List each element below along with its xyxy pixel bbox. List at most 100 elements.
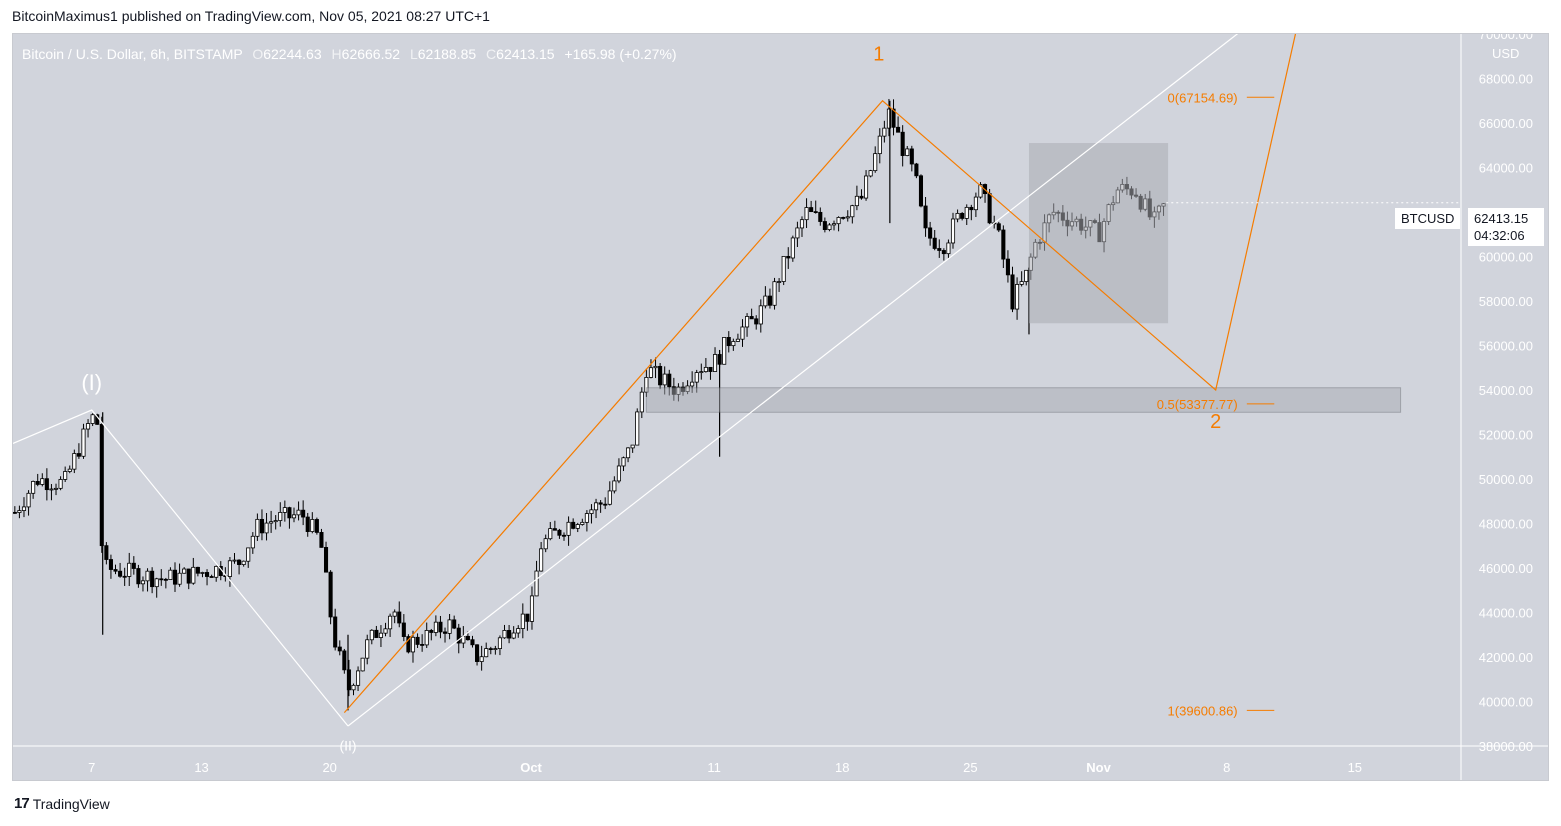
currency-label: USD (1492, 46, 1520, 61)
candle-body (891, 108, 896, 128)
candle-body (740, 326, 745, 340)
candle-body (731, 341, 736, 347)
candle-body (378, 632, 383, 638)
y-tick-label: 52000.00 (1479, 428, 1533, 443)
y-tick-label: 40000.00 (1479, 695, 1533, 710)
candle-body (946, 242, 951, 255)
candle-body (86, 423, 91, 430)
candle-body (278, 512, 283, 521)
x-tick-label: 15 (1348, 760, 1362, 775)
candle-body (809, 207, 814, 213)
candle-body (799, 219, 805, 229)
candle-body (923, 205, 928, 229)
candle-body (337, 646, 342, 652)
candle-body (905, 148, 910, 156)
candle-body (323, 547, 329, 573)
candle-body (580, 521, 585, 525)
candle-body (978, 184, 983, 198)
candle-body (1015, 284, 1020, 310)
candle-body (122, 575, 127, 578)
wave-label-2: 2 (1210, 411, 1221, 433)
candle-body (356, 670, 361, 686)
candle-body (172, 569, 178, 585)
candle-body (626, 447, 631, 459)
candle-body (914, 163, 919, 177)
candle-body (424, 630, 429, 646)
candle-body (31, 481, 36, 494)
wave-label-I: (I) (81, 370, 102, 395)
y-tick-label: 50000.00 (1479, 472, 1533, 487)
channel-line[interactable] (347, 34, 1249, 727)
candle-body (438, 621, 443, 633)
candle-body (918, 175, 924, 207)
wave-I-II-line[interactable] (13, 409, 349, 727)
candle-body (333, 616, 338, 648)
footer-brand[interactable]: 17 TradingView (14, 795, 110, 812)
candle-body (479, 656, 484, 662)
consolidation-box[interactable] (1028, 143, 1169, 324)
low-label: L (409, 46, 418, 62)
candle-body (150, 570, 155, 588)
candle-body (383, 628, 388, 634)
candle-body (113, 569, 118, 572)
support-zone-box[interactable] (645, 387, 1402, 413)
candle-body (314, 519, 319, 533)
candle-body (795, 227, 800, 239)
candle-body (287, 507, 292, 519)
candle-body (497, 637, 502, 649)
candle-body (836, 217, 841, 225)
candle-body (465, 635, 470, 641)
candle-body (49, 488, 54, 491)
wave-1-2-projection-line[interactable] (343, 34, 1305, 714)
candle-body (76, 453, 81, 457)
candle-body (401, 622, 406, 637)
candle-body (694, 372, 699, 383)
candle-body (296, 509, 301, 516)
candle-body (607, 490, 612, 505)
candle-body (561, 534, 567, 537)
candle-body (264, 522, 269, 534)
y-tick-label: 66000.00 (1479, 116, 1533, 131)
change-value: +165.98 (+0.27%) (564, 46, 677, 62)
candle-body (813, 211, 818, 214)
candle-body (552, 528, 557, 531)
candle-body (767, 295, 772, 306)
candle-body (520, 613, 525, 629)
y-tick-label: 38000.00 (1479, 739, 1533, 754)
candle-body (13, 511, 17, 514)
publisher-header: BitcoinMaximus1 published on TradingView… (12, 8, 490, 24)
x-tick-label: 25 (963, 760, 977, 775)
bar-countdown: 04:32:06 (1474, 228, 1525, 243)
y-tick-label: 48000.00 (1479, 517, 1533, 532)
candle-body (365, 639, 370, 659)
x-tick-label: 11 (707, 760, 721, 775)
candle-body (864, 175, 869, 199)
candle-body (690, 381, 695, 387)
candle-body (594, 502, 599, 511)
symbol-label: Bitcoin / U.S. Dollar, 6h, BITSTAMP (22, 46, 243, 62)
candle-body (360, 657, 365, 672)
chart-canvas[interactable]: 0(67154.69) 0.5(53377.77) 1(39600.86) (I) (I… (13, 34, 1548, 780)
candle-body (44, 478, 49, 491)
fib-level-1: 1(39600.86) (1168, 703, 1238, 718)
candle-body (630, 444, 635, 449)
candle-body (987, 193, 992, 224)
candle-body (653, 365, 658, 369)
chart-area[interactable]: 0(67154.69) 0.5(53377.77) 1(39600.86) (I) (I… (12, 33, 1549, 781)
candle-body (392, 611, 397, 617)
candle-body (854, 195, 859, 207)
y-tick-label: 60000.00 (1479, 250, 1533, 265)
candle-body (621, 457, 626, 467)
candle-body (950, 218, 956, 244)
open-label: O (252, 46, 264, 62)
candle-body (964, 206, 969, 219)
candle-body (415, 636, 420, 645)
candle-body (131, 562, 136, 569)
candle-body (346, 669, 351, 691)
candle-body (273, 520, 278, 523)
candle-body (859, 195, 864, 199)
candle-body (996, 223, 1001, 231)
candle-body (104, 545, 109, 560)
candle-body (200, 572, 205, 574)
candle-body (873, 153, 878, 172)
